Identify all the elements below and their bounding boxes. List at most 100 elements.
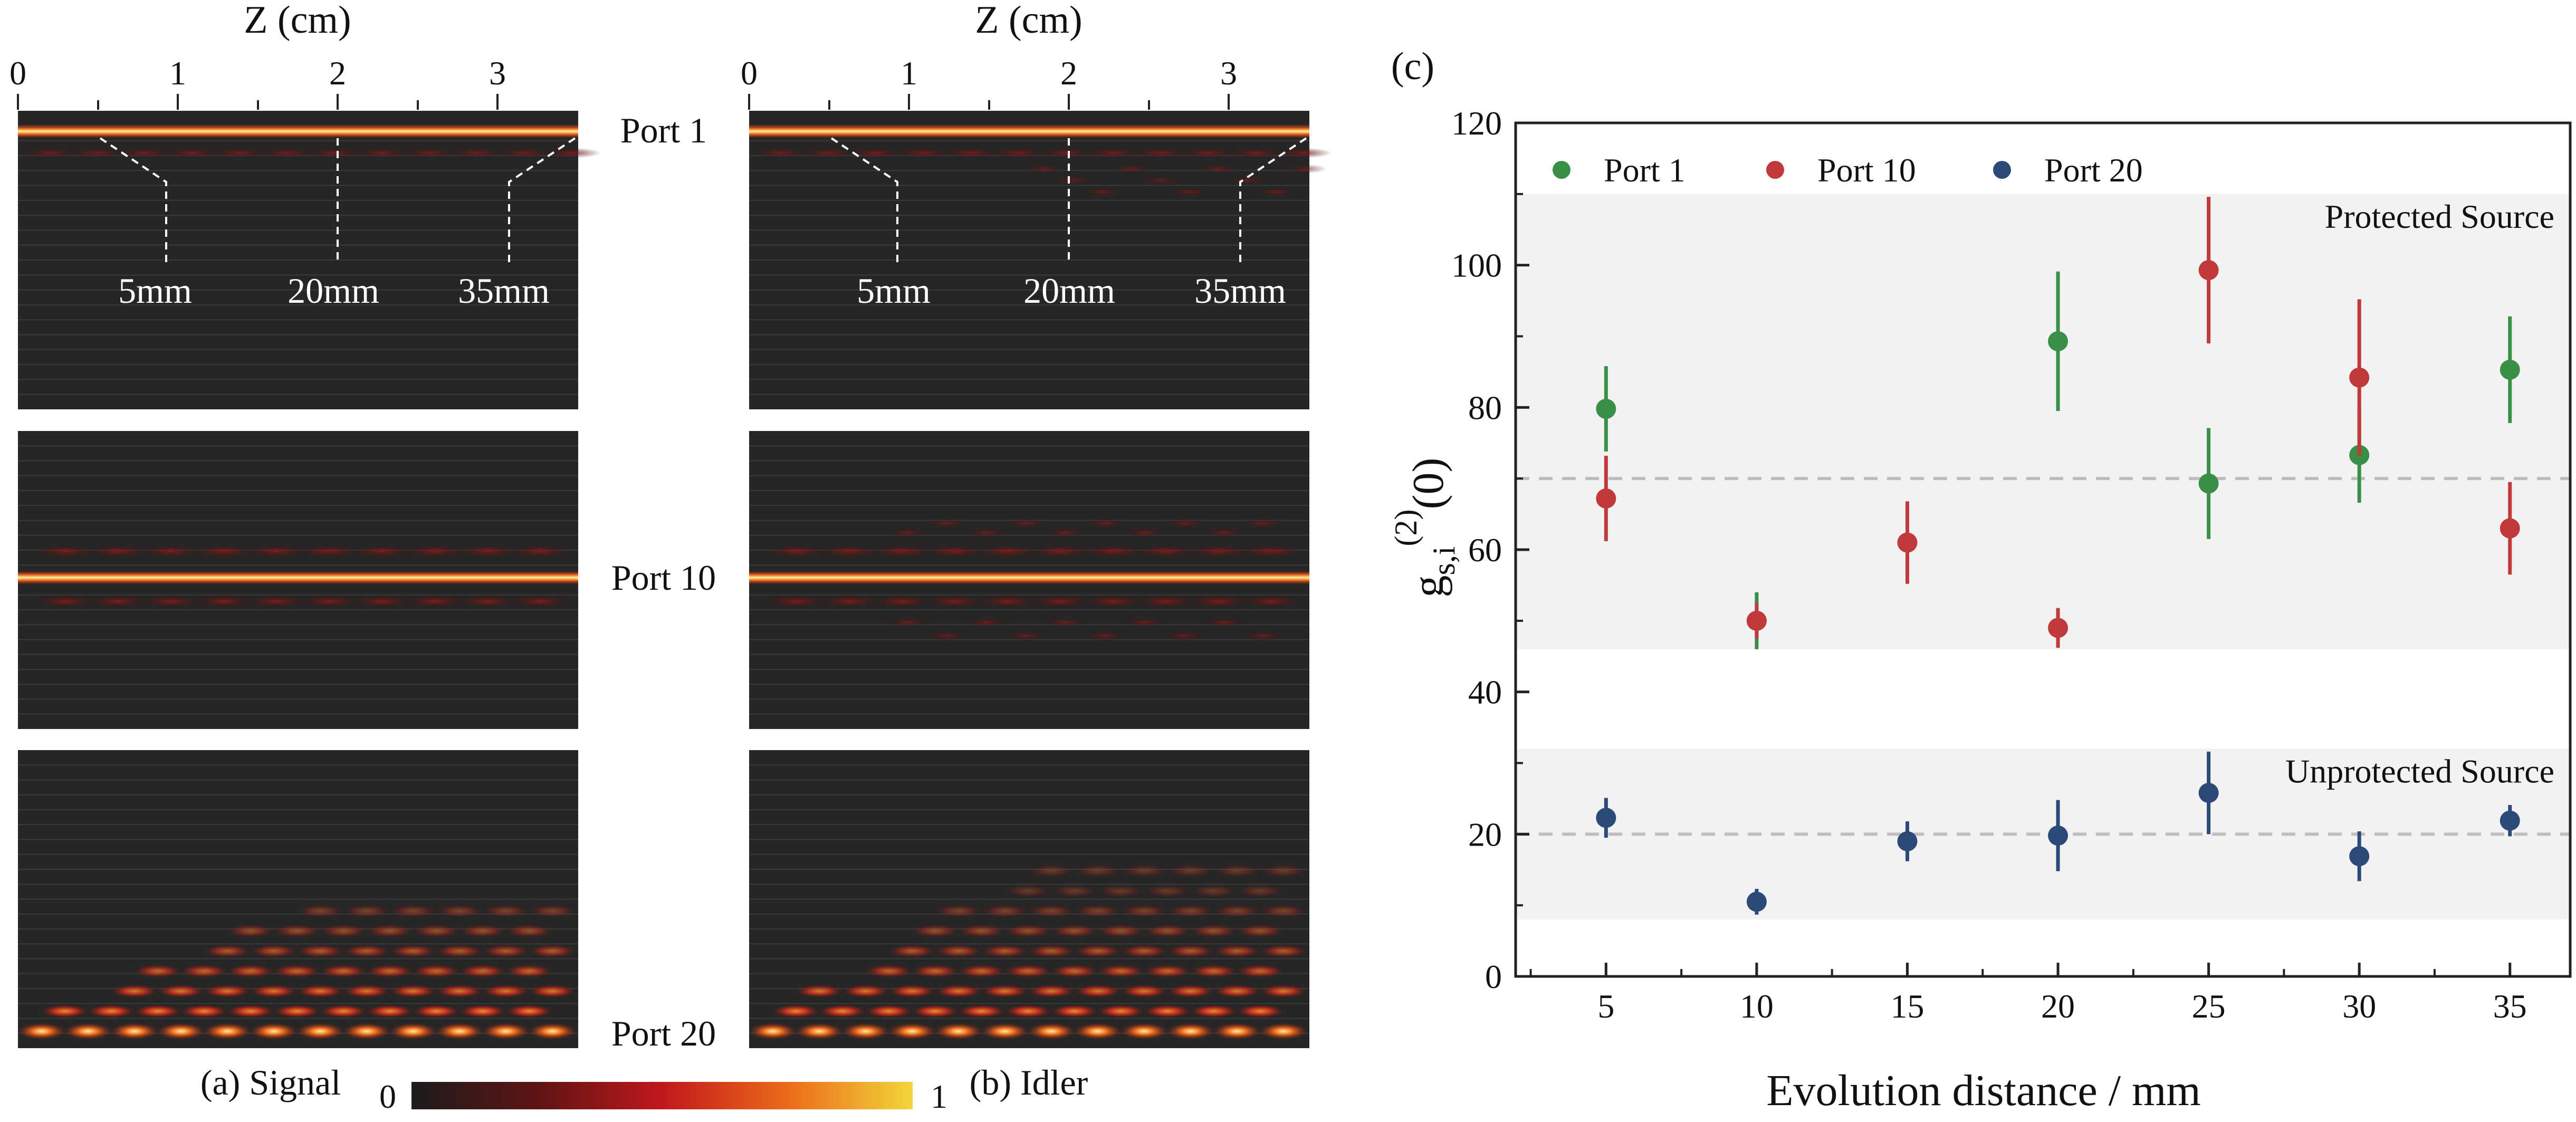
intensity-blob bbox=[509, 545, 572, 558]
intensity-blob bbox=[1004, 1004, 1052, 1018]
intensity-blob bbox=[319, 964, 368, 978]
intensity-blob bbox=[1242, 519, 1285, 528]
intensity-blob bbox=[342, 904, 391, 918]
intensity-blob bbox=[139, 595, 203, 608]
intensity-blob bbox=[1023, 164, 1066, 174]
intensity-blob bbox=[981, 984, 1029, 998]
intensity-blob bbox=[1190, 1004, 1238, 1018]
intensity-blob bbox=[389, 944, 437, 958]
intensity-blob bbox=[110, 1023, 159, 1040]
intensity-blob bbox=[1029, 595, 1092, 608]
distance-guides bbox=[99, 137, 1307, 264]
colorbar-min-label: 0 bbox=[379, 1078, 396, 1115]
intensity-blob bbox=[1050, 1004, 1099, 1018]
intensity-blob bbox=[1132, 148, 1190, 158]
intensity-blob bbox=[1124, 528, 1166, 538]
intensity-blob bbox=[203, 984, 252, 998]
panel-label-c: (c) bbox=[1391, 45, 1434, 88]
intensity-blob bbox=[1097, 924, 1145, 938]
intensity-blob bbox=[1052, 176, 1095, 185]
heatmap-panels: Z (cm) Z (cm) 0 1 2 3 0 1 2 3 bbox=[9, 0, 1332, 1115]
intensity-blob bbox=[192, 545, 255, 558]
intensity-blob bbox=[1005, 519, 1047, 528]
intensity-blob bbox=[1084, 631, 1126, 640]
data-point bbox=[2198, 260, 2219, 281]
intensity-blob bbox=[1163, 631, 1205, 640]
intensity-blob bbox=[1084, 519, 1126, 528]
data-point bbox=[2500, 810, 2520, 831]
y-tick-label: 0 bbox=[1485, 958, 1502, 995]
intensity-blob bbox=[1027, 1023, 1076, 1040]
intensity-blob bbox=[389, 984, 437, 998]
intensity-blob bbox=[41, 1004, 89, 1018]
intensity-blob bbox=[87, 595, 150, 608]
intensity-blob bbox=[1120, 904, 1169, 918]
intensity-blob bbox=[772, 1004, 820, 1018]
intensity-blob bbox=[981, 904, 1029, 918]
intensity-blob bbox=[273, 924, 321, 938]
intensity-blob bbox=[342, 1023, 391, 1040]
intensity-blob bbox=[456, 545, 519, 558]
intensity-blob bbox=[203, 944, 252, 958]
intensity-blob bbox=[226, 924, 275, 938]
intensity-blob bbox=[934, 904, 983, 918]
intensity-blob bbox=[749, 1023, 797, 1040]
data-point bbox=[2198, 473, 2219, 494]
data-point bbox=[2048, 826, 2069, 846]
intensity-blob bbox=[818, 1004, 867, 1018]
intensity-blob bbox=[403, 545, 466, 558]
intensity-blob bbox=[505, 924, 553, 938]
y-axis-title: gs,i(2)(0) bbox=[1388, 458, 1461, 598]
intensity-blob bbox=[911, 924, 960, 938]
intensity-blob bbox=[888, 984, 936, 998]
intensity-blob bbox=[482, 984, 530, 998]
intensity-blob bbox=[389, 904, 437, 918]
annotation-5mm-b: 5mm bbox=[857, 271, 931, 311]
legend: Port 1 Port 10 Port 20 bbox=[1553, 151, 2143, 189]
y-axis-title-sub: s,i bbox=[1426, 546, 1461, 575]
intensity-blob bbox=[841, 1023, 890, 1040]
intensity-blob bbox=[250, 984, 298, 998]
z-tick-b-1: 1 bbox=[901, 54, 917, 92]
intensity-blob bbox=[765, 595, 828, 608]
intensity-blob bbox=[1081, 545, 1145, 558]
intensity-blob bbox=[1213, 944, 1261, 958]
intensity-blob bbox=[87, 1004, 136, 1018]
intensity-blob bbox=[1097, 1004, 1145, 1018]
intensity-blob bbox=[1240, 545, 1303, 558]
intensity-blob bbox=[180, 964, 228, 978]
intensity-blob bbox=[1074, 944, 1122, 958]
intensity-blob bbox=[1213, 1023, 1261, 1040]
intensity-blob bbox=[110, 984, 159, 998]
intensity-blob bbox=[870, 545, 934, 558]
intensity-blob bbox=[818, 595, 881, 608]
intensity-blob bbox=[1169, 187, 1211, 197]
intensity-blob bbox=[458, 924, 507, 938]
intensity-blob bbox=[957, 964, 1006, 978]
annotation-20mm-b: 20mm bbox=[1023, 271, 1115, 311]
data-point bbox=[2048, 331, 2069, 351]
legend-marker bbox=[1553, 161, 1571, 179]
y-axis-title-tail: (0) bbox=[1404, 458, 1453, 510]
legend-marker bbox=[1766, 161, 1784, 179]
axis-ticks: 5 10 15 20 25 30 35 0 20 40 60 80 100 120 bbox=[1451, 104, 2527, 1025]
port-label-1: Port 1 bbox=[620, 110, 707, 150]
intensity-blob bbox=[435, 1023, 484, 1040]
intensity-blob bbox=[1081, 187, 1124, 197]
intensity-blob bbox=[1187, 545, 1250, 558]
intensity-blob bbox=[1203, 528, 1245, 538]
intensity-blob bbox=[1050, 924, 1099, 938]
intensity-blob bbox=[1203, 618, 1245, 627]
intensity-blob bbox=[976, 595, 1039, 608]
intensity-blob bbox=[1037, 148, 1095, 158]
intensity-blob bbox=[1236, 884, 1285, 898]
intensity-blob bbox=[1120, 984, 1169, 998]
z-tick-a-2: 2 bbox=[329, 54, 346, 92]
reference-lines bbox=[1516, 477, 2570, 836]
source-regions bbox=[1516, 194, 2570, 920]
intensity-blob bbox=[1285, 164, 1327, 174]
intensity-blob bbox=[926, 519, 968, 528]
intensity-blob bbox=[795, 984, 844, 998]
intensity-blob bbox=[1256, 187, 1298, 197]
